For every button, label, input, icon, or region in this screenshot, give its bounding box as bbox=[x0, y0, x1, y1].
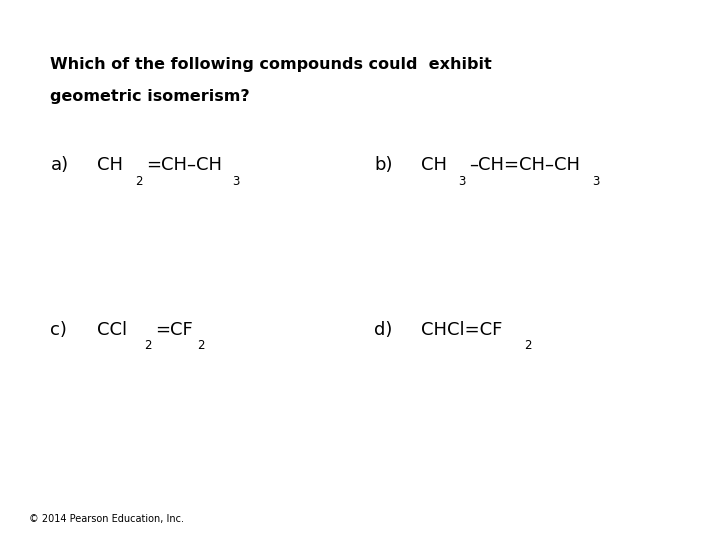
Text: 3: 3 bbox=[233, 174, 240, 188]
Text: 3: 3 bbox=[592, 174, 599, 188]
Text: Which of the following compounds could  exhibit: Which of the following compounds could e… bbox=[50, 57, 492, 72]
Text: 2: 2 bbox=[524, 339, 531, 353]
Text: –CH=CH–CH: –CH=CH–CH bbox=[469, 156, 580, 174]
Text: 2: 2 bbox=[135, 174, 142, 188]
Text: =CF: =CF bbox=[156, 321, 193, 339]
Text: a): a) bbox=[50, 156, 68, 174]
Text: d): d) bbox=[374, 321, 393, 339]
Text: © 2014 Pearson Education, Inc.: © 2014 Pearson Education, Inc. bbox=[29, 514, 184, 524]
Text: c): c) bbox=[50, 321, 67, 339]
Text: b): b) bbox=[374, 156, 393, 174]
Text: CH: CH bbox=[97, 156, 123, 174]
Text: 2: 2 bbox=[144, 339, 151, 353]
Text: geometric isomerism?: geometric isomerism? bbox=[50, 89, 250, 104]
Text: CH: CH bbox=[421, 156, 447, 174]
Text: CHCl=CF: CHCl=CF bbox=[421, 321, 503, 339]
Text: CCl: CCl bbox=[97, 321, 127, 339]
Text: 3: 3 bbox=[458, 174, 465, 188]
Text: =CH–CH: =CH–CH bbox=[146, 156, 222, 174]
Text: 2: 2 bbox=[197, 339, 204, 353]
